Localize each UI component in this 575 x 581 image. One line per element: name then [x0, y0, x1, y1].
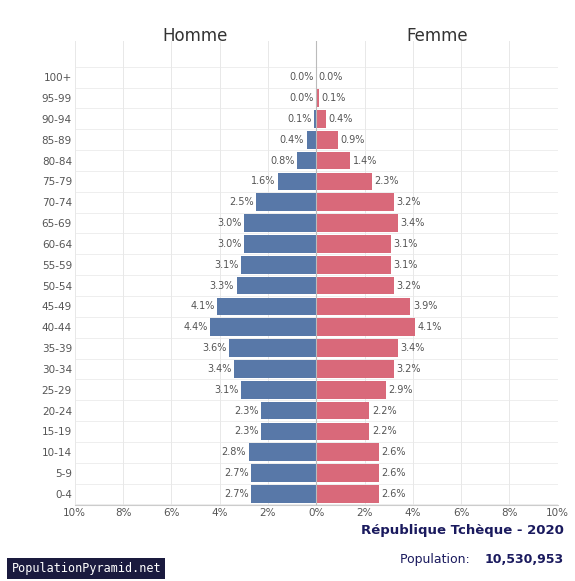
Bar — [210, 318, 316, 336]
Text: 3.4%: 3.4% — [401, 218, 425, 228]
Text: 3.4%: 3.4% — [401, 343, 425, 353]
Bar — [316, 173, 372, 190]
Text: 2.7%: 2.7% — [224, 468, 248, 478]
Bar — [316, 443, 379, 461]
Bar — [217, 297, 316, 315]
Bar — [316, 464, 379, 482]
Text: 0.0%: 0.0% — [319, 72, 343, 82]
Text: Population:: Population: — [400, 554, 473, 566]
Text: 3.2%: 3.2% — [396, 197, 420, 207]
Bar — [314, 110, 316, 128]
Text: 3.0%: 3.0% — [217, 239, 242, 249]
Text: République Tchèque - 2020: République Tchèque - 2020 — [361, 525, 564, 537]
Text: 0.9%: 0.9% — [340, 135, 365, 145]
Text: 3.1%: 3.1% — [214, 260, 239, 270]
Text: 3.1%: 3.1% — [393, 239, 418, 249]
Text: 4.1%: 4.1% — [190, 302, 215, 311]
Bar — [316, 131, 338, 149]
Text: 2.2%: 2.2% — [372, 426, 396, 436]
Text: 2.2%: 2.2% — [372, 406, 396, 415]
Text: 2.3%: 2.3% — [374, 177, 398, 187]
Text: 2.6%: 2.6% — [381, 468, 406, 478]
Bar — [316, 402, 369, 419]
Bar — [316, 110, 326, 128]
Text: 2.3%: 2.3% — [234, 406, 258, 415]
Text: 0.4%: 0.4% — [280, 135, 304, 145]
Text: Homme: Homme — [163, 27, 228, 45]
Text: 1.6%: 1.6% — [251, 177, 275, 187]
Bar — [242, 381, 316, 399]
Text: 3.0%: 3.0% — [217, 218, 242, 228]
Text: 0.4%: 0.4% — [328, 114, 352, 124]
Bar — [244, 214, 316, 232]
Bar — [251, 485, 316, 503]
Text: 3.4%: 3.4% — [208, 364, 232, 374]
Bar — [256, 193, 316, 211]
Bar — [297, 152, 316, 170]
Text: 2.8%: 2.8% — [222, 447, 246, 457]
Text: Femme: Femme — [406, 27, 468, 45]
Bar — [260, 402, 316, 419]
Text: 2.5%: 2.5% — [229, 197, 254, 207]
Bar — [260, 422, 316, 440]
Text: 0.0%: 0.0% — [289, 72, 314, 82]
Bar — [242, 256, 316, 274]
Text: 10,530,953: 10,530,953 — [484, 554, 564, 566]
Bar — [316, 360, 393, 378]
Bar — [316, 422, 369, 440]
Bar — [306, 131, 316, 149]
Text: 0.0%: 0.0% — [289, 93, 314, 103]
Bar — [229, 339, 316, 357]
Text: 3.2%: 3.2% — [396, 281, 420, 290]
Bar — [244, 235, 316, 253]
Text: 2.7%: 2.7% — [224, 489, 248, 499]
Bar — [316, 339, 398, 357]
Bar — [316, 318, 415, 336]
Text: 3.3%: 3.3% — [210, 281, 234, 290]
Text: PopulationPyramid.net: PopulationPyramid.net — [12, 562, 161, 575]
Bar — [234, 360, 316, 378]
Text: 3.9%: 3.9% — [413, 302, 437, 311]
Bar — [316, 297, 411, 315]
Bar — [316, 235, 391, 253]
Text: 1.4%: 1.4% — [352, 156, 377, 166]
Text: 2.3%: 2.3% — [234, 426, 258, 436]
Bar — [316, 214, 398, 232]
Text: 2.9%: 2.9% — [389, 385, 413, 395]
Bar — [316, 381, 386, 399]
Text: 4.1%: 4.1% — [417, 322, 442, 332]
Bar — [278, 173, 316, 190]
Text: 4.4%: 4.4% — [183, 322, 208, 332]
Bar — [236, 277, 316, 295]
Bar — [316, 485, 379, 503]
Bar — [316, 193, 393, 211]
Bar — [316, 256, 391, 274]
Bar — [316, 152, 350, 170]
Text: 3.6%: 3.6% — [202, 343, 227, 353]
Bar — [248, 443, 316, 461]
Text: 2.6%: 2.6% — [381, 489, 406, 499]
Text: 0.8%: 0.8% — [270, 156, 294, 166]
Text: 3.1%: 3.1% — [393, 260, 418, 270]
Text: 2.6%: 2.6% — [381, 447, 406, 457]
Text: 0.1%: 0.1% — [287, 114, 312, 124]
Text: 3.2%: 3.2% — [396, 364, 420, 374]
Text: 3.1%: 3.1% — [214, 385, 239, 395]
Bar — [251, 464, 316, 482]
Text: 0.1%: 0.1% — [321, 93, 346, 103]
Bar — [316, 277, 393, 295]
Bar — [316, 89, 319, 107]
